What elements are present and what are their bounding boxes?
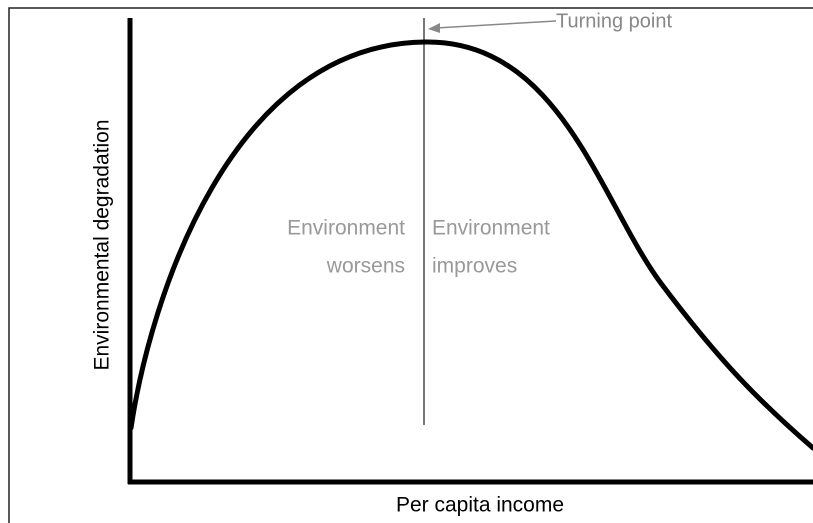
pointer-line [435, 20, 557, 29]
pointer-arrow [428, 23, 440, 33]
turning-point-label: Turning point [556, 10, 672, 32]
kuznets-curve [128, 39, 813, 451]
x-axis-label: Per capita income [396, 494, 564, 517]
region-label: Environment [287, 217, 405, 240]
y-axis-label: Environmental degradation [91, 120, 114, 371]
region-label: worsens [326, 255, 405, 278]
region-label: improves [432, 255, 517, 278]
frame [8, 7, 813, 523]
region-label: Environment [432, 217, 550, 240]
